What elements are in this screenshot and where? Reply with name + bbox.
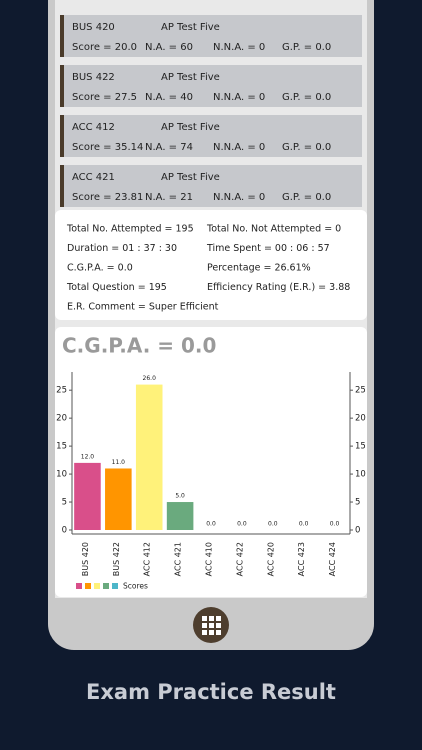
course-card [60,165,362,207]
nna: N.N.A. = 0 [213,192,265,203]
summary-item: Duration = 01 : 37 : 30 [67,243,177,254]
legend-swatch [112,583,118,589]
bar [166,502,194,530]
course-card [60,65,362,107]
y2-tick-label: 0 [355,526,360,536]
na: N.A. = 74 [145,142,193,153]
x-tick-label: ACC 422 [235,542,244,576]
legend-swatch [94,583,100,589]
course-code: BUS 422 [72,72,115,83]
y2-tick-label: 15 [355,442,366,452]
summary-panel [55,210,367,320]
x-tick-label: ACC 424 [328,542,337,576]
value-label: 0.0 [237,521,247,528]
y2-tick-label: 20 [355,414,366,424]
x-tick-label: ACC 420 [266,542,275,576]
x-tick-label: ACC 410 [205,542,214,576]
summary-item: Efficiency Rating (E.R.) = 3.88 [207,282,350,293]
test-name: AP Test Five [161,122,220,133]
gp: G.P. = 0.0 [282,42,331,53]
y-tick-label: 5 [62,498,67,508]
summary-item: Total No. Not Attempted = 0 [206,224,341,235]
summary-item: C.G.P.A. = 0.0 [67,263,133,274]
nna: N.N.A. = 0 [213,142,265,153]
score: Score = 23.81 [72,192,143,203]
score: Score = 27.5 [72,92,137,103]
gp: G.P. = 0.0 [282,142,331,153]
value-label: 26.0 [143,375,157,382]
chart-title: C.G.P.A. = 0.0 [62,334,216,358]
y2-tick-label: 25 [355,386,366,396]
value-label: 12.0 [81,453,95,460]
x-tick-label: ACC 412 [143,542,152,576]
value-label: 0.0 [206,521,216,528]
course-card [60,115,362,157]
gp: G.P. = 0.0 [282,192,331,203]
summary-item: Time Spent = 00 : 06 : 57 [206,243,330,254]
y2-tick-label: 5 [355,498,360,508]
x-tick-label: BUS 420 [81,542,90,576]
legend-swatch [85,583,91,589]
na: N.A. = 40 [145,92,193,103]
bar [105,468,132,530]
gp: G.P. = 0.0 [282,92,331,103]
card-accent [60,165,64,207]
summary-item: Total No. Attempted = 195 [66,224,194,235]
na: N.A. = 21 [145,192,193,203]
menu-icon[interactable] [202,616,221,635]
test-name: AP Test Five [161,72,220,83]
score: Score = 35.14 [72,142,143,153]
bar [74,462,101,530]
x-tick-label: BUS 422 [112,542,121,576]
y-tick-label: 15 [56,442,67,452]
summary-item: E.R. Comment = Super Efficient [67,302,219,313]
test-name: AP Test Five [161,172,220,183]
value-label: 5.0 [175,493,185,500]
na: N.A. = 60 [145,42,193,53]
caption: Exam Practice Result [86,680,336,704]
card-accent [60,65,64,107]
y-tick-label: 25 [56,386,67,396]
summary-item: Percentage = 26.61% [207,263,311,274]
course-card [60,15,362,57]
card-accent [60,15,64,57]
nna: N.N.A. = 0 [213,92,265,103]
legend-swatch [103,583,109,589]
card-accent [60,115,64,157]
x-tick-label: ACC 421 [174,542,183,576]
test-name: AP Test Five [161,22,220,33]
nna: N.N.A. = 0 [213,42,265,53]
y2-tick-label: 10 [355,470,366,480]
value-label: 11.0 [112,459,126,466]
value-label: 0.0 [268,521,278,528]
summary-item: Total Question = 195 [66,282,167,293]
course-code: BUS 420 [72,22,115,33]
chart-panel [55,327,367,597]
x-tick-label: ACC 423 [297,542,306,576]
bar [135,384,163,530]
legend-label: Scores [123,582,148,591]
score: Score = 20.0 [72,42,137,53]
legend-swatch [76,583,82,589]
y-tick-label: 20 [56,414,67,424]
y-tick-label: 10 [56,470,67,480]
course-code: ACC 421 [72,172,115,183]
y-tick-label: 0 [62,526,67,536]
course-code: ACC 412 [72,122,115,133]
value-label: 0.0 [330,521,340,528]
value-label: 0.0 [299,521,309,528]
